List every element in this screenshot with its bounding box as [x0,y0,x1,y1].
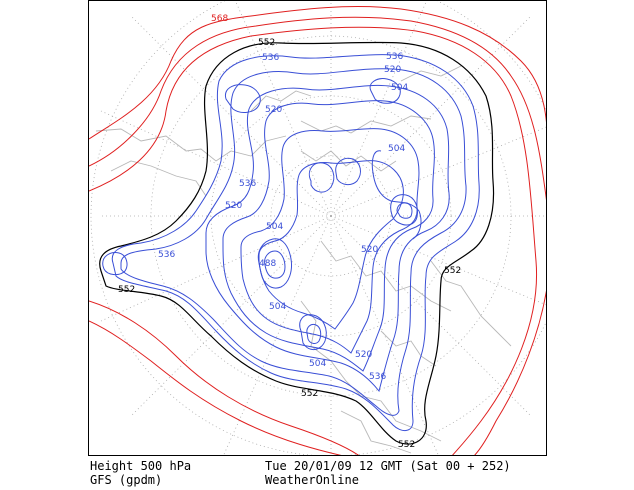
contour-label-520: 520 [384,65,401,75]
coastlines [95,65,512,454]
contour-label-536: 536 [369,372,386,382]
black-552-contour [99,41,495,445]
map-frame: 568 552 552 552 552 552 536 536 536 536 … [88,0,547,456]
contour-label-552: 552 [301,389,318,399]
contour-label-536: 536 [386,52,403,62]
contour-label-488: 488 [259,259,276,269]
variable-label: Height 500 hPa [90,459,192,473]
contour-label-504: 504 [388,144,405,154]
blue-contours [102,54,480,431]
contour-label-552: 552 [118,285,135,295]
red-contours [89,6,546,455]
contour-label-504: 504 [266,222,283,232]
map-caption: Height 500 hPa GFS (gpdm) Tue 20/01/09 1… [88,457,548,490]
contour-label-536: 536 [239,179,256,189]
model-label: GFS (gpdm) [90,473,163,487]
contour-label-520: 520 [355,350,372,360]
contour-label-552: 552 [398,440,415,450]
contour-label-520: 520 [265,105,282,115]
contour-label-552: 552 [444,266,461,276]
contour-label-504: 504 [309,359,326,369]
provider-label: WeatherOnline [265,473,359,487]
contour-label-536: 536 [262,53,279,63]
contour-label-552: 552 [258,38,275,48]
geopotential-height-map: 568 552 552 552 552 552 536 536 536 536 … [89,1,546,455]
valid-time-label: Tue 20/01/09 12 GMT (Sat 00 + 252) [265,459,511,473]
contour-label-536: 536 [158,250,175,260]
contour-label-568: 568 [211,14,228,24]
lat-lon-grid [90,1,546,455]
contour-label-504: 504 [391,83,408,93]
contour-label-504: 504 [269,302,286,312]
contour-label-520: 520 [225,201,242,211]
contour-label-520: 520 [361,245,378,255]
contour-labels: 568 552 552 552 552 552 536 536 536 536 … [118,14,461,450]
